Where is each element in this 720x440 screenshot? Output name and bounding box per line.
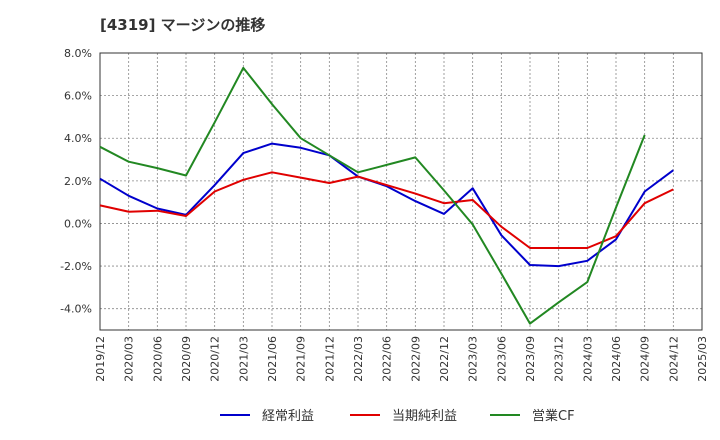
y-tick-label: 0.0% <box>64 217 92 230</box>
x-tick-label: 2023/09 <box>524 336 537 382</box>
x-tick-label: 2019/12 <box>94 336 107 382</box>
y-tick-label: 8.0% <box>64 47 92 60</box>
x-tick-label: 2021/12 <box>323 336 336 382</box>
y-tick-label: -2.0% <box>60 260 92 273</box>
x-tick-label: 2021/09 <box>295 336 308 382</box>
plot-area <box>100 53 702 330</box>
y-tick-label: 2.0% <box>64 175 92 188</box>
chart-title: [4319] マージンの推移 <box>100 16 266 34</box>
x-tick-label: 2025/03 <box>696 336 709 382</box>
x-tick-label: 2021/03 <box>237 336 250 382</box>
x-tick-label: 2020/12 <box>209 336 222 382</box>
x-tick-label: 2020/03 <box>123 336 136 382</box>
legend-label: 営業CF <box>532 408 575 424</box>
x-tick-label: 2024/06 <box>610 336 623 382</box>
y-tick-label: -4.0% <box>60 303 92 316</box>
x-tick-label: 2023/06 <box>495 336 508 382</box>
x-tick-label: 2022/03 <box>352 336 365 382</box>
x-tick-label: 2023/03 <box>467 336 480 382</box>
x-tick-label: 2022/12 <box>438 336 451 382</box>
x-tick-label: 2024/03 <box>581 336 594 382</box>
x-tick-label: 2023/12 <box>553 336 566 382</box>
series-line <box>99 142 674 268</box>
x-tick-label: 2024/12 <box>667 336 680 382</box>
x-tick-label: 2024/09 <box>639 336 652 382</box>
x-tick-label: 2022/06 <box>381 336 394 382</box>
legend-label: 当期純利益 <box>392 409 457 424</box>
plot-border <box>99 52 703 331</box>
series-line <box>99 171 674 249</box>
x-tick-label: 2022/09 <box>409 336 422 382</box>
y-tick-label: 4.0% <box>64 132 92 145</box>
series-line <box>99 66 646 325</box>
x-tick-label: 2020/09 <box>180 336 193 382</box>
legend-label: 経常利益 <box>262 409 314 424</box>
x-tick-label: 2020/06 <box>151 336 164 382</box>
x-tick-label: 2021/06 <box>266 336 279 382</box>
y-tick-label: 6.0% <box>64 90 92 103</box>
